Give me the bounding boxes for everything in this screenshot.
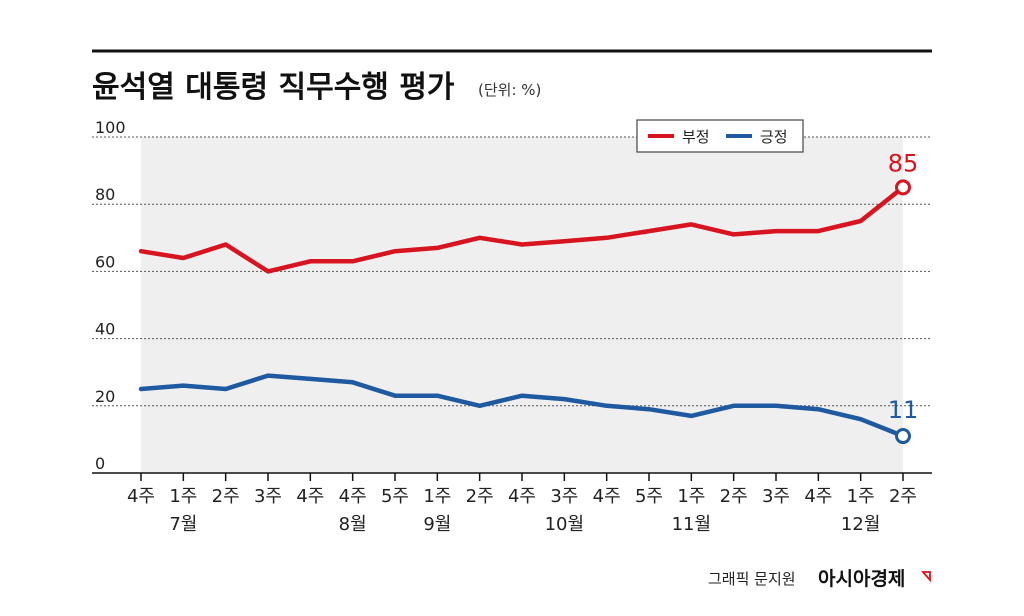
x-tick-label: 1주 bbox=[169, 486, 197, 507]
x-tick-label: 1주 bbox=[847, 486, 875, 507]
y-tick-label: 20 bbox=[95, 387, 115, 406]
y-tick-label: 80 bbox=[95, 185, 115, 204]
x-tick-label: 4주 bbox=[296, 486, 324, 507]
month-label: 8월 bbox=[339, 514, 367, 535]
month-label: 11월 bbox=[672, 514, 711, 535]
credit-text: 그래픽 문지원 bbox=[708, 570, 796, 588]
series-line-positive bbox=[138, 373, 906, 439]
x-tick-label: 3주 bbox=[254, 486, 282, 507]
x-tick-label: 4주 bbox=[804, 486, 832, 507]
month-label: 12월 bbox=[841, 514, 880, 535]
chart-unit: (단위: %) bbox=[478, 81, 541, 99]
series-line-negative bbox=[138, 185, 906, 274]
x-tick-label: 3주 bbox=[550, 486, 578, 507]
x-tick-label: 4주 bbox=[127, 486, 155, 507]
chart-title: 윤석열 대통령 직무수행 평가 bbox=[92, 70, 455, 105]
x-tick-label: 1주 bbox=[423, 486, 451, 507]
y-tick-label: 0 bbox=[95, 454, 105, 473]
month-label: 10월 bbox=[545, 514, 584, 535]
series-end-label: 11 bbox=[888, 396, 919, 424]
x-tick-label: 2주 bbox=[889, 486, 917, 507]
credit-brand: 아시아경제 bbox=[818, 568, 905, 590]
y-tick-label: 60 bbox=[95, 252, 115, 271]
x-tick-label: 1주 bbox=[677, 486, 705, 507]
legend-label-positive: 긍정 bbox=[760, 128, 788, 146]
series-end-marker bbox=[895, 428, 911, 445]
x-tick-label: 2주 bbox=[720, 486, 748, 507]
y-tick-label: 40 bbox=[95, 320, 115, 339]
y-axis-ticks: 100 80 60 40 20 0 bbox=[95, 118, 126, 473]
legend: 부정 긍정 bbox=[636, 119, 804, 153]
series-end-label: 85 bbox=[888, 149, 919, 177]
plot-area bbox=[141, 137, 903, 473]
month-label: 9월 bbox=[423, 514, 451, 535]
x-tick-label: 2주 bbox=[466, 486, 494, 507]
series-lines: 85 11 bbox=[138, 149, 919, 445]
legend-label-negative: 부정 bbox=[682, 128, 710, 146]
x-tick-label: 4주 bbox=[508, 486, 536, 507]
plot-background bbox=[141, 137, 903, 473]
x-tick-label: 5주 bbox=[381, 486, 409, 507]
series-end-marker bbox=[895, 179, 911, 196]
x-tick-label: 2주 bbox=[212, 486, 240, 507]
x-axis: 4주 1주 2주 3주 4주 4주 5주 1주 2주 4주 3주 4주 5주 1주 2주 3주 4주 1주 2주 7월… bbox=[92, 472, 932, 535]
x-tick-label: 3주 bbox=[762, 486, 790, 507]
x-tick-label: 5주 bbox=[635, 486, 663, 507]
grid-lines bbox=[92, 136, 932, 407]
month-label: 7월 bbox=[169, 514, 197, 535]
x-tick-label: 4주 bbox=[339, 486, 367, 507]
brand-mark-icon bbox=[921, 571, 931, 583]
y-tick-label: 100 bbox=[95, 118, 126, 137]
x-tick-label: 4주 bbox=[593, 486, 621, 507]
